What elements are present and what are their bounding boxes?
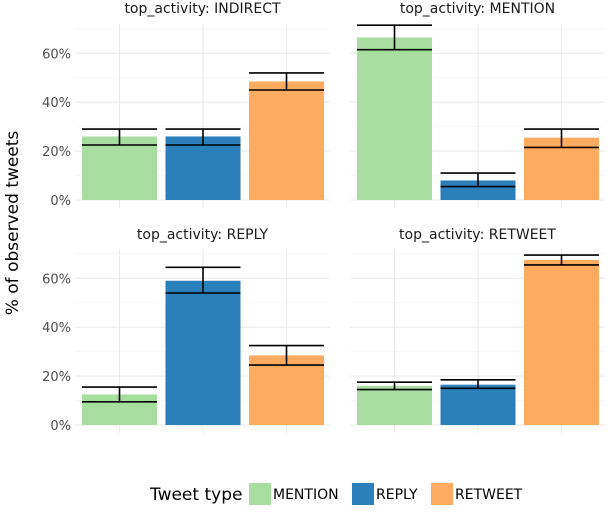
facet-panel: top_activity: INDIRECT 0% 20% 40% 60% [42, 1, 330, 209]
legend-entry-label: RETWEET [455, 487, 523, 503]
facet-panel: top_activity: REPLY 0% 20% 40% 60% [42, 227, 330, 434]
bar [440, 384, 516, 425]
y-tick-label: 40% [42, 96, 71, 111]
legend: Tweet type MENTION REPLY RETWEET [149, 483, 523, 505]
bar [357, 37, 432, 200]
bar [524, 260, 599, 425]
panel-title: top_activity: RETWEET [399, 227, 556, 243]
panel-title: top_activity: INDIRECT [124, 1, 281, 17]
legend-entry-label: MENTION [273, 487, 339, 503]
y-tick-label: 60% [42, 272, 71, 287]
legend-swatch [431, 483, 453, 505]
y-axis-label: % of observed tweets [3, 131, 23, 316]
facet-panel: top_activity: RETWEET [350, 227, 605, 433]
y-tick-label: 20% [42, 370, 71, 385]
legend-swatch [249, 483, 271, 505]
facet-panel: top_activity: MENTION [350, 1, 605, 208]
legend-swatch [352, 483, 374, 505]
y-tick-label: 40% [42, 321, 71, 336]
panel-title: top_activity: REPLY [137, 227, 269, 243]
legend-title: Tweet type [149, 485, 242, 505]
bar [249, 81, 324, 200]
y-tick-label: 0% [50, 194, 71, 209]
bar [165, 280, 241, 425]
bar [249, 355, 324, 425]
panel-title: top_activity: MENTION [400, 1, 555, 17]
y-tick-label: 0% [50, 419, 71, 434]
bar [440, 180, 516, 200]
y-tick-label: 20% [42, 145, 71, 160]
bar [357, 385, 432, 425]
bar [82, 136, 157, 200]
y-tick-label: 60% [42, 47, 71, 62]
legend-entry-label: REPLY [376, 487, 418, 503]
bar [165, 136, 241, 200]
facet-panels: top_activity: INDIRECT0%20%40%60%top_act… [42, 1, 605, 434]
